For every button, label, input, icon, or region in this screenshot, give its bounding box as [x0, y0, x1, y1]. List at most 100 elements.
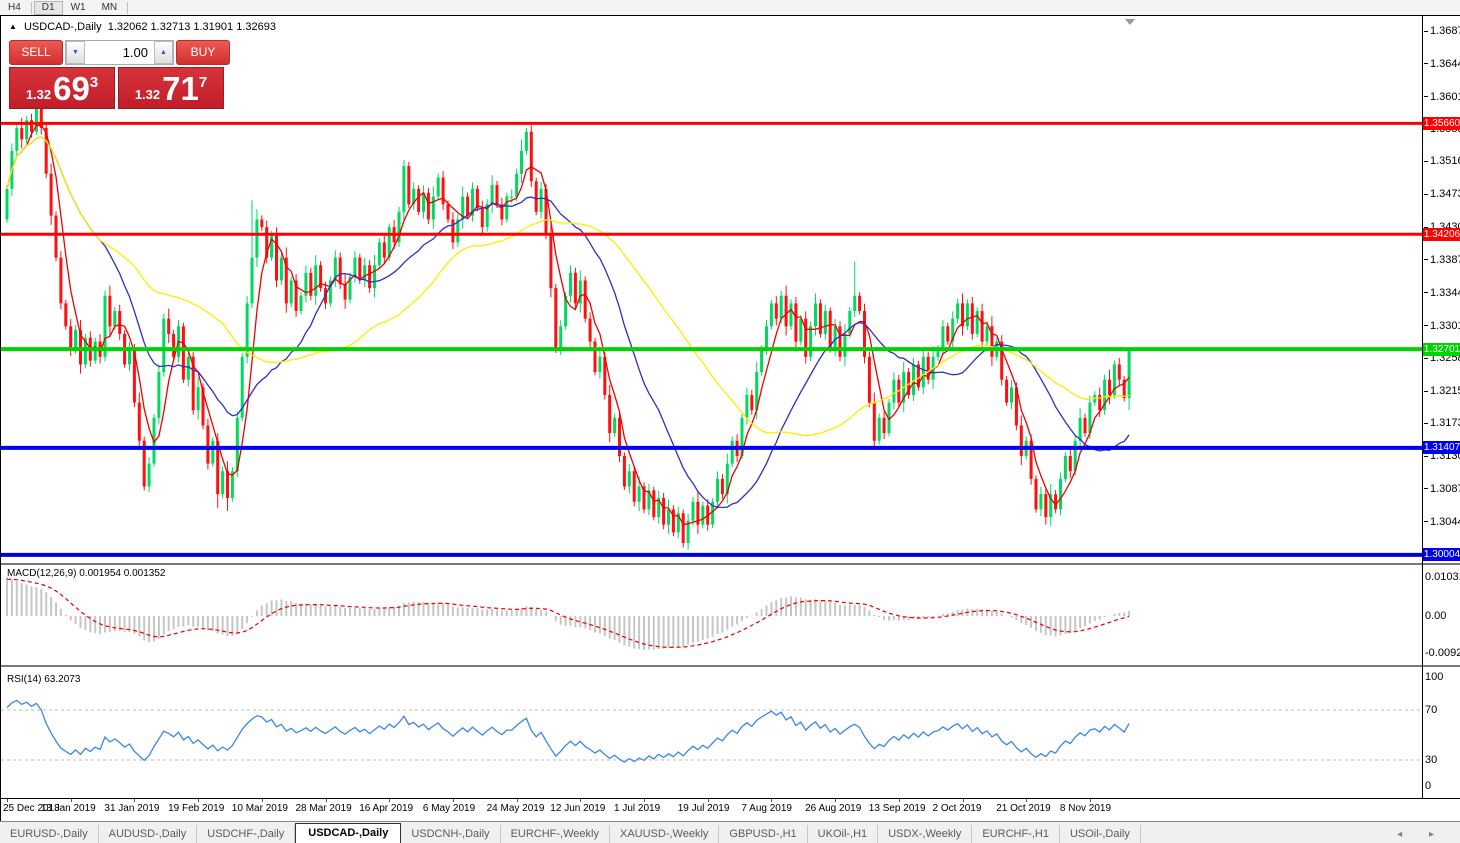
- date-axis-label: 24 May 2019: [486, 803, 545, 814]
- chart-tab-eurchf-h1[interactable]: EURCHF-,H1: [972, 825, 1060, 843]
- date-axis-tick: [261, 799, 263, 802]
- buy-price-big: 71: [162, 70, 199, 107]
- chart-tab-bar: EURUSD-,Daily AUDUSD-,Daily USDCHF-,Daily U…: [0, 821, 1460, 843]
- chart-tab-usdcnh-daily[interactable]: USDCNH-,Daily: [401, 825, 501, 843]
- rsi-axis-label: 0: [1425, 780, 1432, 792]
- tab-scroll-arrows[interactable]: ◂ ▸: [1397, 829, 1446, 840]
- timeframe-button-w1[interactable]: W1: [70, 2, 86, 13]
- chart-tab-usdcad-daily[interactable]: USDCAD-,Daily: [295, 823, 402, 843]
- pane-separator-macd[interactable]: [1, 563, 1460, 565]
- macd-indicator-pane[interactable]: [1, 566, 1422, 665]
- chart-tab-usoil-daily[interactable]: USOil-,Daily: [1060, 825, 1141, 843]
- rsi-indicator-pane[interactable]: [1, 669, 1422, 798]
- sell-price-box[interactable]: 1.32 69 3: [9, 67, 115, 109]
- date-axis-tick: [580, 799, 582, 802]
- date-axis-label: 13 Sep 2019: [868, 803, 926, 814]
- date-axis-label: 1 Jul 2019: [614, 803, 661, 814]
- chart-tab-audusd-daily[interactable]: AUDUSD-,Daily: [99, 825, 198, 843]
- price-axis-tick: 1.34730: [1424, 188, 1460, 200]
- price-axis-tick: 1.33440: [1424, 287, 1460, 299]
- macd-axis-label: 0.010311: [1425, 571, 1460, 583]
- buy-button[interactable]: BUY: [176, 40, 230, 65]
- sell-price-small: 1.32: [25, 87, 52, 102]
- date-axis-label: 13 Jan 2019: [40, 803, 96, 814]
- chart-tab-usdx-weekly[interactable]: USDX-,Weekly: [878, 825, 973, 843]
- date-axis-tick: [452, 799, 454, 802]
- date-axis-tick: [389, 799, 391, 802]
- buy-price-box[interactable]: 1.32 71 7: [118, 67, 224, 109]
- price-level-badge: 1.30004: [1423, 548, 1460, 562]
- timeframe-button-h4[interactable]: H4: [8, 2, 21, 13]
- date-axis-tick: [835, 799, 837, 802]
- price-level-badge: 1.32701: [1423, 342, 1460, 356]
- date-axis-tick: [134, 799, 136, 802]
- date-axis-label: 21 Oct 2019: [996, 803, 1051, 814]
- rsi-axis-label: 70: [1425, 704, 1438, 716]
- date-axis-tick: [707, 799, 709, 802]
- date-axis-label: 28 Mar 2019: [295, 803, 352, 814]
- date-axis-tick: [1026, 799, 1028, 802]
- date-axis-tick: [771, 799, 773, 802]
- price-axis-tick: 1.33870: [1424, 254, 1460, 266]
- current-bar-marker-icon: [1125, 19, 1135, 25]
- volume-increase-icon[interactable]: ▲: [154, 41, 173, 64]
- chart-tab-gbpusd-h1[interactable]: GBPUSD-,H1: [719, 825, 808, 843]
- macd-label: MACD(12,26,9) 0.001954 0.001352: [7, 568, 166, 579]
- date-axis-label: 12 Jun 2019: [550, 803, 606, 814]
- price-axis-tick: 1.36870: [1424, 25, 1460, 37]
- toolbar-divider: [127, 1, 129, 14]
- date-axis-tick: [70, 799, 72, 802]
- date-axis-tick: [644, 799, 645, 802]
- volume-spinner: ▼ ▲: [65, 40, 174, 65]
- date-axis-label: 19 Feb 2019: [168, 803, 225, 814]
- price-axis-tick: 1.32150: [1424, 385, 1460, 397]
- pane-separator-dates: [1, 798, 1460, 799]
- date-axis-label: 2 Oct 2019: [932, 803, 982, 814]
- price-axis-tick: 1.33010: [1424, 320, 1460, 332]
- date-axis-label: 16 Apr 2019: [359, 803, 414, 814]
- rsi-label: RSI(14) 63.2073: [7, 674, 81, 685]
- price-axis-divider: [1422, 16, 1423, 799]
- price-axis-tick: 1.31730: [1424, 417, 1460, 429]
- chart-header: ▲ USDCAD-,Daily 1.32062 1.32713 1.31901 …: [9, 21, 276, 33]
- chart-window: ▲ USDCAD-,Daily 1.32062 1.32713 1.31901 …: [0, 15, 1460, 821]
- price-level-badge: 1.35660: [1423, 116, 1460, 130]
- chart-tab-ukoil-h1[interactable]: UKOil-,H1: [808, 825, 879, 843]
- date-axis[interactable]: 25 Dec 2018 13 Jan 2019 31 Jan 2019 19 Feb …: [1, 799, 1422, 820]
- date-axis-tick: [7, 799, 8, 802]
- symbol-collapse-icon[interactable]: ▲: [9, 22, 17, 31]
- chart-ohlc-values: 1.32062 1.32713 1.31901 1.32693: [107, 21, 276, 33]
- timeframe-button-mn[interactable]: MN: [101, 2, 118, 13]
- main-price-chart[interactable]: [1, 16, 1422, 563]
- date-axis-label: 6 May 2019: [422, 803, 476, 814]
- price-axis-tick: 1.30870: [1424, 483, 1460, 495]
- date-axis-tick: [516, 799, 518, 802]
- chart-tab-eurusd-daily[interactable]: EURUSD-,Daily: [0, 825, 99, 843]
- timeframe-button-d1[interactable]: D1: [33, 0, 63, 15]
- price-axis-tick: 1.30440: [1424, 516, 1460, 528]
- buy-price-small: 1.32: [134, 87, 161, 102]
- macd-axis-label: 0.00: [1425, 610, 1447, 622]
- date-axis-label: 19 Jul 2019: [677, 803, 730, 814]
- buy-price-sup: 7: [198, 74, 208, 91]
- volume-input[interactable]: [85, 41, 154, 64]
- chart-tab-xauusd-weekly[interactable]: XAUUSD-,Weekly: [610, 825, 720, 843]
- macd-axis-label: -0.00920: [1425, 647, 1460, 659]
- chart-tab-eurchf-weekly[interactable]: EURCHF-,Weekly: [501, 825, 610, 843]
- date-axis-label: 31 Jan 2019: [104, 803, 160, 814]
- chart-tab-usdchf-daily[interactable]: USDCHF-,Daily: [197, 825, 296, 843]
- volume-decrease-icon[interactable]: ▼: [66, 41, 85, 64]
- price-level-badge: 1.34206: [1423, 227, 1460, 241]
- date-axis-label: 25 Dec 2018: [3, 803, 60, 814]
- price-axis-tick: 1.36440: [1424, 58, 1460, 70]
- sell-button[interactable]: SELL: [9, 40, 63, 65]
- date-axis-tick: [325, 799, 327, 802]
- rsi-axis-label: 100: [1425, 671, 1444, 683]
- timeframe-toolbar: H4 D1 W1 MN: [0, 0, 1460, 16]
- price-axis-tick: 1.36010: [1424, 91, 1460, 103]
- price-axis-tick: 1.35160: [1424, 155, 1460, 167]
- date-axis-label: 7 Aug 2019: [741, 803, 792, 814]
- date-axis-tick: [962, 799, 964, 802]
- pane-separator-rsi[interactable]: [1, 665, 1460, 667]
